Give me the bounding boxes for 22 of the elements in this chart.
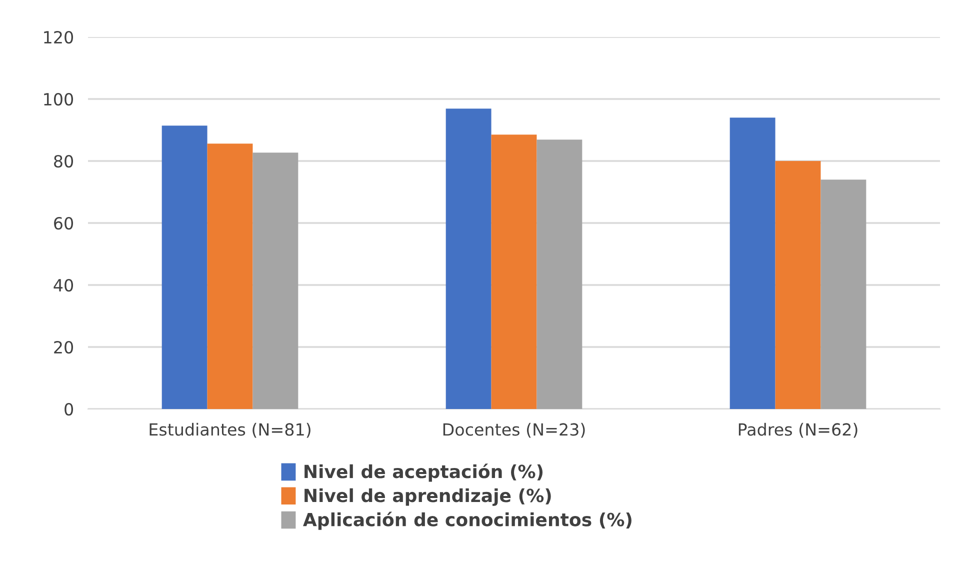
legend-label: Nivel de aprendizaje (%) — [304, 488, 551, 506]
bar — [820, 180, 866, 409]
legend-label: Aplicación de conocimientos (%) — [303, 512, 632, 530]
y-tick-label: 60 — [54, 216, 74, 230]
bar — [252, 152, 298, 409]
y-tick-label: 20 — [54, 340, 74, 354]
y-tick-label: 40 — [54, 278, 74, 292]
y-tick-label: 80 — [54, 154, 74, 168]
bar — [446, 108, 492, 409]
y-tick-label: 0 — [64, 402, 74, 416]
bar — [491, 134, 537, 409]
x-tick-label: Docentes (N=23) — [443, 422, 585, 438]
bar — [207, 144, 253, 409]
y-tick-label: 100 — [44, 92, 74, 106]
y-tick-label: 120 — [44, 30, 74, 44]
bar — [536, 140, 582, 409]
x-tick-label: Estudiantes (N=81) — [150, 422, 310, 438]
bar — [162, 126, 208, 409]
bar — [775, 161, 821, 409]
x-tick-label: Padres (N=62) — [738, 422, 858, 438]
bar — [730, 118, 776, 409]
legend-label: Nivel de aceptación (%) — [304, 464, 543, 482]
